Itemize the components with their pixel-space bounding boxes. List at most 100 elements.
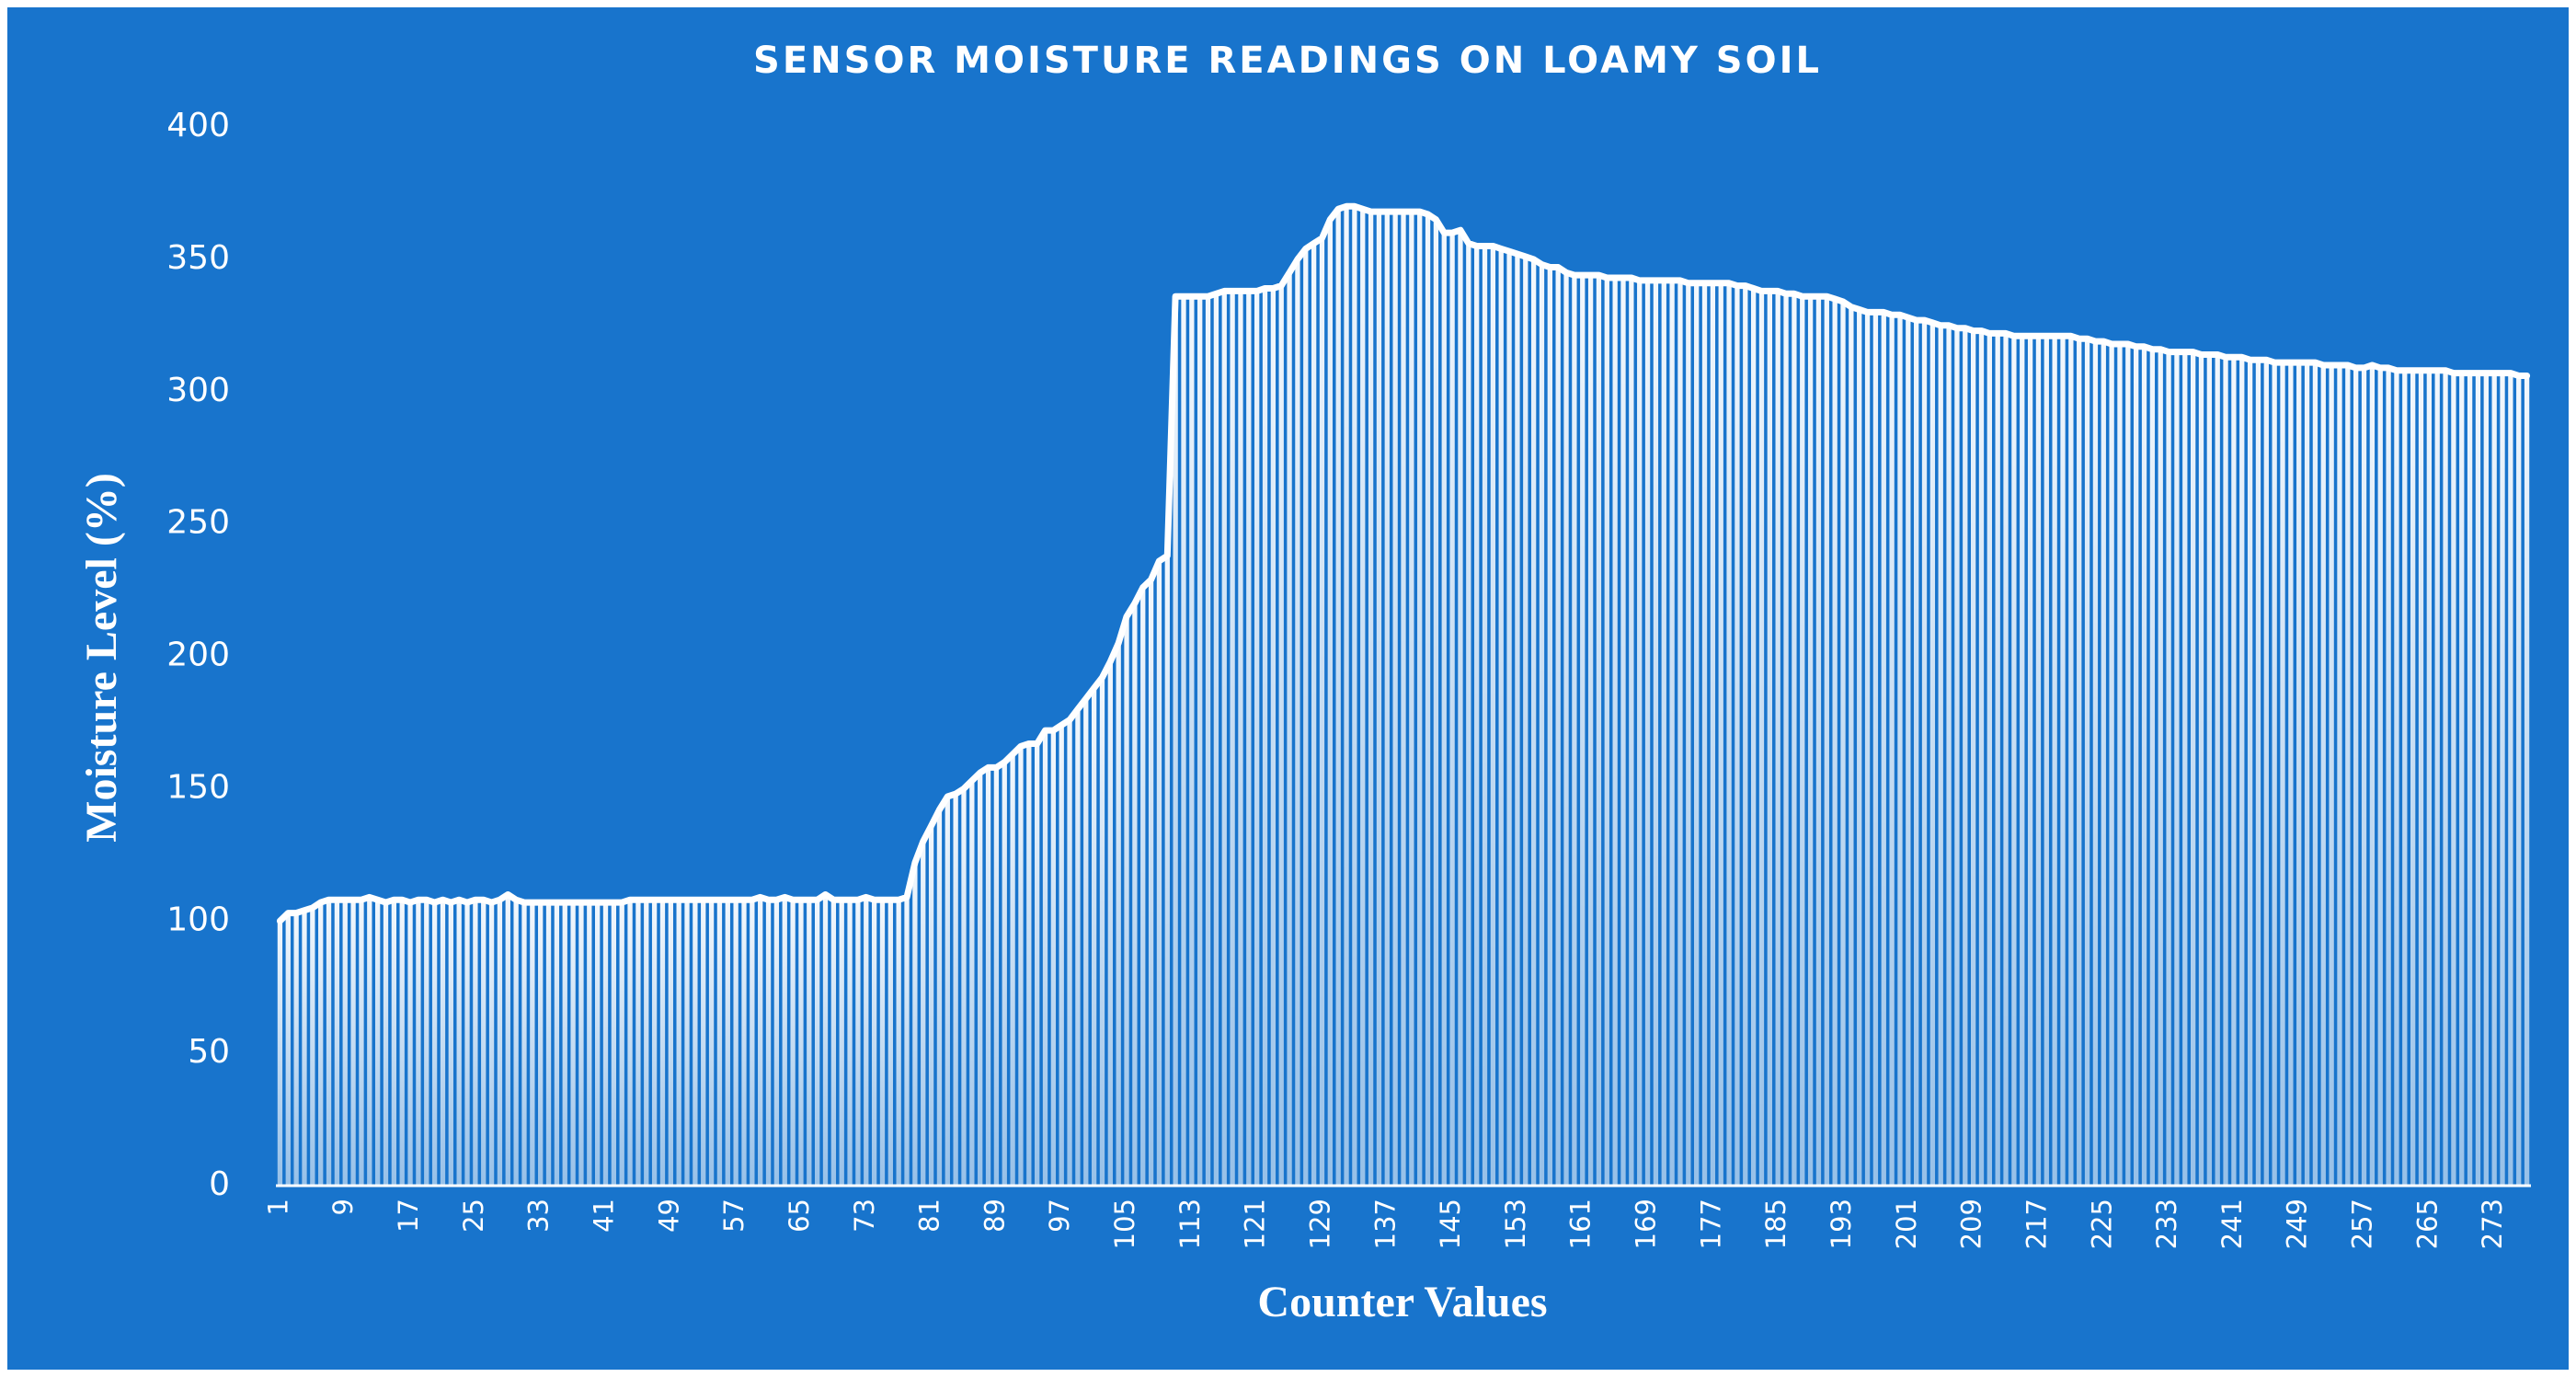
- bar: [464, 902, 470, 1186]
- x-tick-label: 1: [262, 1199, 293, 1215]
- bar: [1889, 315, 1895, 1186]
- bar: [2044, 336, 2049, 1186]
- bar: [1278, 285, 1284, 1186]
- x-tick-label: 185: [1760, 1199, 1792, 1249]
- bar: [1376, 212, 1382, 1187]
- bar: [871, 900, 877, 1186]
- x-tick-label: 17: [393, 1199, 424, 1233]
- bar: [456, 900, 462, 1186]
- bar: [1604, 278, 1609, 1187]
- bar: [2304, 362, 2310, 1186]
- bar: [2003, 333, 2009, 1186]
- bar: [2215, 354, 2220, 1187]
- bar: [985, 767, 991, 1186]
- bar: [1099, 677, 1105, 1186]
- bar: [2149, 349, 2156, 1187]
- bar: [693, 900, 698, 1186]
- bar: [782, 897, 787, 1186]
- bar: [2109, 343, 2114, 1187]
- bar: [2451, 373, 2456, 1186]
- bar: [1490, 246, 1496, 1186]
- bar: [1238, 291, 1243, 1186]
- bar: [733, 900, 738, 1186]
- bar: [1270, 288, 1277, 1187]
- bar: [2084, 339, 2090, 1186]
- bar: [2166, 351, 2171, 1186]
- bar: [2206, 354, 2213, 1187]
- bar: [1059, 725, 1064, 1186]
- bar: [2443, 370, 2448, 1187]
- bar: [1466, 243, 1471, 1186]
- bar: [2516, 375, 2522, 1186]
- bar: [1686, 282, 1691, 1187]
- bar: [1246, 291, 1252, 1186]
- bar: [839, 900, 844, 1186]
- bar: [1694, 282, 1700, 1187]
- bar: [644, 900, 649, 1186]
- bar: [2426, 370, 2433, 1187]
- bar: [1978, 330, 1985, 1186]
- bar: [887, 900, 893, 1186]
- bar: [668, 900, 673, 1186]
- bar: [2410, 370, 2416, 1187]
- bar: [488, 902, 495, 1186]
- y-tick-label: 300: [166, 372, 230, 409]
- bar: [896, 900, 901, 1186]
- bar: [1050, 730, 1057, 1186]
- bar: [2280, 362, 2285, 1186]
- bar: [2353, 367, 2359, 1186]
- bar: [431, 902, 438, 1186]
- bar: [416, 900, 421, 1186]
- x-tick-label: 265: [2411, 1199, 2443, 1249]
- bar: [684, 900, 690, 1186]
- bar: [1474, 246, 1480, 1186]
- bar: [773, 900, 780, 1186]
- bar: [2020, 336, 2025, 1186]
- bar: [2077, 339, 2082, 1186]
- bar: [2134, 346, 2139, 1186]
- chart-title: SENSOR MOISTURE READINGS ON LOAMY SOIL: [753, 40, 1822, 82]
- bar: [725, 900, 730, 1186]
- bar: [285, 912, 291, 1186]
- bar: [277, 921, 283, 1186]
- bar: [1914, 320, 1919, 1186]
- bar: [1807, 296, 1814, 1186]
- bar: [1750, 288, 1757, 1187]
- bar: [1881, 312, 1886, 1186]
- bar: [619, 902, 624, 1186]
- bar: [1547, 267, 1552, 1186]
- bar: [1319, 237, 1325, 1187]
- bar: [2247, 360, 2253, 1187]
- bar: [855, 900, 861, 1186]
- bar: [815, 900, 820, 1186]
- bar: [2467, 373, 2473, 1186]
- bar: [554, 902, 560, 1186]
- bar: [1587, 275, 1594, 1186]
- bar: [2312, 362, 2318, 1186]
- bar: [1986, 333, 1992, 1186]
- bar: [1572, 275, 1577, 1186]
- x-tick-label: 97: [1044, 1199, 1075, 1233]
- bar: [562, 902, 567, 1186]
- bar: [399, 900, 405, 1186]
- bar: [708, 900, 715, 1186]
- bar: [2223, 357, 2228, 1186]
- y-tick-label: 150: [166, 768, 230, 806]
- bar: [1864, 312, 1871, 1186]
- bar: [1669, 280, 1675, 1186]
- bar: [374, 900, 381, 1186]
- bar: [1107, 661, 1113, 1186]
- bar: [1840, 301, 1846, 1186]
- bar: [1327, 219, 1333, 1186]
- bar: [2060, 336, 2066, 1186]
- x-tick-label: 73: [849, 1199, 880, 1233]
- bar: [659, 900, 666, 1186]
- x-tick-label: 161: [1565, 1199, 1597, 1249]
- bar: [1515, 254, 1520, 1186]
- x-tick-label: 41: [589, 1199, 620, 1233]
- bar: [2337, 364, 2342, 1187]
- bar: [1954, 327, 1960, 1186]
- bar: [530, 902, 535, 1186]
- x-tick-label: 273: [2477, 1199, 2508, 1249]
- bar: [2182, 351, 2188, 1186]
